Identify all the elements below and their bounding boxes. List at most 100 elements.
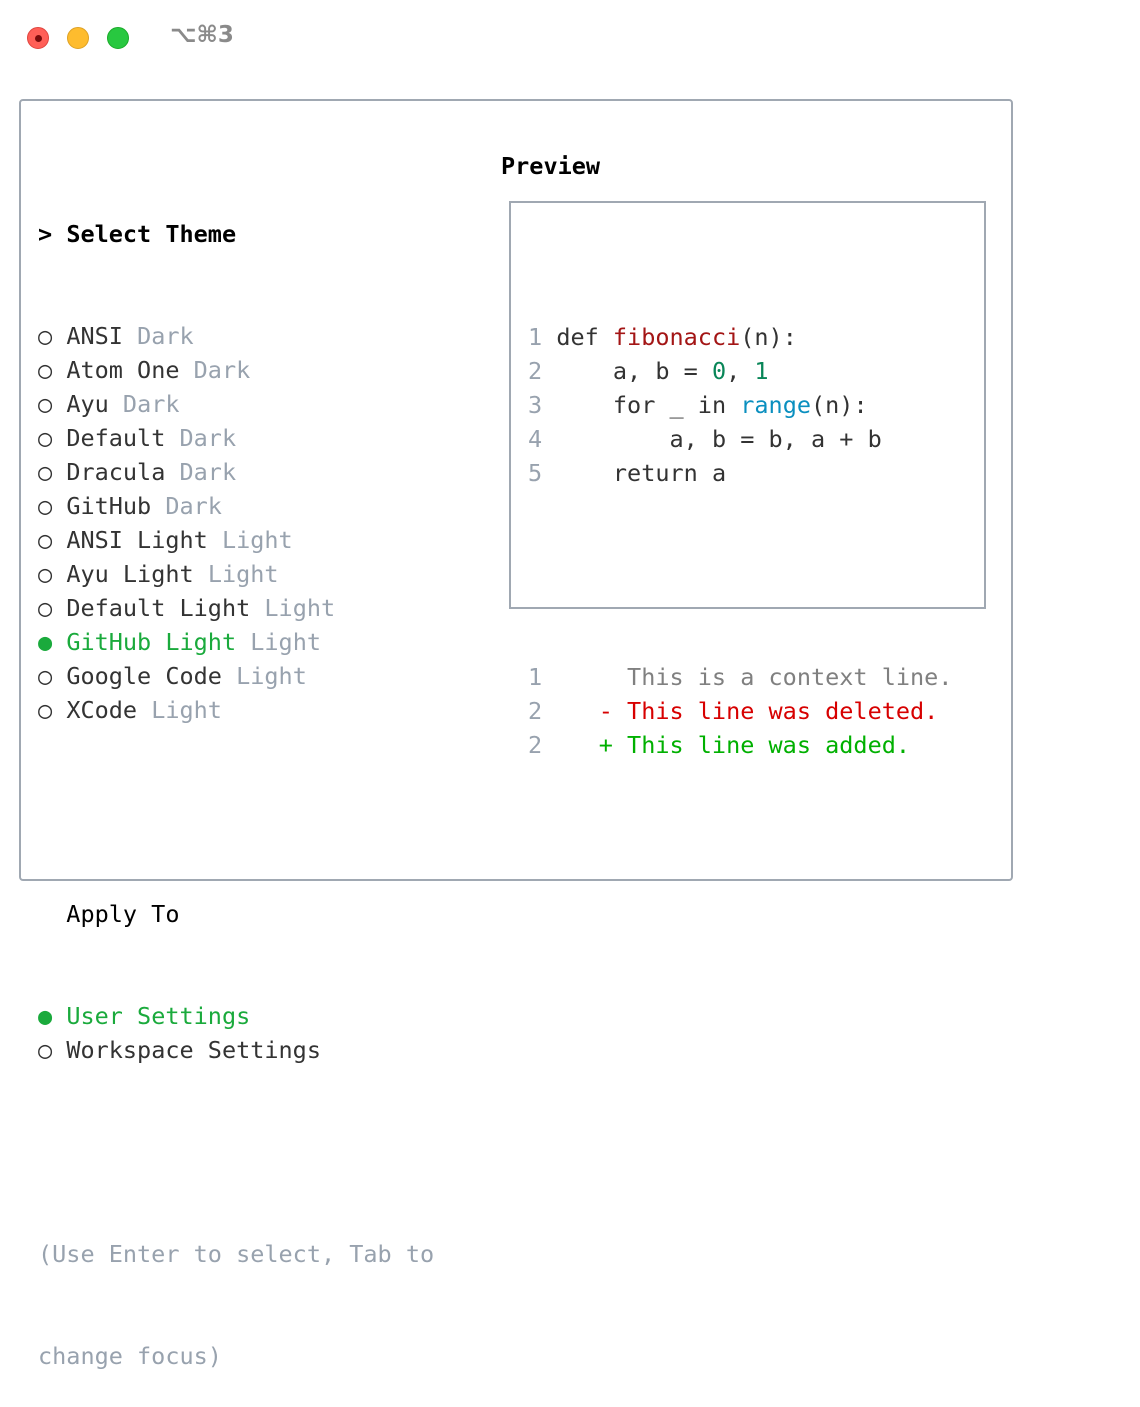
apply-option[interactable]: ● User Settings — [38, 999, 434, 1033]
theme-option[interactable]: ○ GitHub Dark — [38, 489, 434, 523]
diff-line: 1 This is a context line. — [528, 660, 984, 694]
theme-option[interactable]: ○ XCode Light — [38, 693, 434, 727]
close-button[interactable] — [27, 27, 49, 49]
theme-name: Dracula — [66, 458, 166, 486]
apply-option[interactable]: ○ Workspace Settings — [38, 1033, 434, 1067]
radio-selected-icon: ● — [38, 628, 53, 656]
theme-option[interactable]: ○ Atom One Dark — [38, 353, 434, 387]
diff-line: 2 + This line was added. — [528, 728, 984, 762]
code-token: range — [740, 391, 811, 419]
radio-unselected-icon: ○ — [38, 1036, 53, 1064]
radio-unselected-icon: ○ — [38, 356, 53, 384]
radio-unselected-icon: ○ — [38, 662, 53, 690]
theme-variant: Light — [221, 526, 293, 554]
theme-variant: Light — [151, 696, 222, 724]
apply-to-list: ● User Settings ○ Workspace Settings — [38, 999, 434, 1067]
diff-preview: 1 This is a context line. 2 - This line w… — [528, 660, 984, 762]
radio-unselected-icon: ○ — [38, 424, 53, 452]
line-number: 5 — [528, 459, 543, 487]
code-token: 0 — [711, 357, 727, 385]
theme-option[interactable]: ● GitHub Light Light — [38, 625, 434, 659]
theme-option[interactable]: ○ Default Light Light — [38, 591, 434, 625]
code-token: for _ in — [556, 391, 741, 419]
code-token: , — [726, 357, 755, 385]
window-shortcut: ⌥⌘3 — [170, 22, 234, 48]
theme-variant: Dark — [179, 424, 237, 452]
theme-variant: Dark — [193, 356, 251, 384]
theme-option[interactable]: ○ Dracula Dark — [38, 455, 434, 489]
theme-variant: Light — [207, 560, 279, 588]
apply-option-label: User Settings — [66, 1002, 251, 1030]
theme-name: Ayu Light — [66, 560, 194, 588]
theme-name: GitHub Light — [66, 628, 237, 656]
code-token: a, b = b, a + b — [556, 425, 882, 453]
theme-name: Default Light — [66, 594, 251, 622]
theme-variant: Light — [250, 628, 321, 656]
code-line: 3 for _ in range(n): — [528, 388, 984, 422]
line-number: 1 — [528, 663, 543, 691]
apply-to-heading: Apply To — [38, 897, 434, 931]
help-text-line: change focus) — [38, 1342, 222, 1370]
diff-marker — [542, 663, 627, 691]
diff-marker: + — [542, 731, 628, 759]
line-number: 2 — [528, 357, 543, 385]
theme-variant: Dark — [137, 322, 194, 350]
theme-name: ANSI — [66, 322, 123, 350]
theme-variant: Dark — [122, 390, 180, 418]
radio-unselected-icon: ○ — [38, 594, 53, 622]
radio-selected-icon: ● — [38, 1002, 53, 1030]
theme-selector: > Select Theme ○ ANSI Dark ○ Atom One Dar… — [38, 149, 434, 1407]
radio-unselected-icon: ○ — [38, 696, 53, 724]
code-token: fibonacci — [612, 323, 741, 351]
diff-text: This line was added. — [627, 731, 911, 759]
minimize-button[interactable] — [67, 27, 89, 49]
code-token: a, b = — [556, 357, 712, 385]
preview-title: Preview — [501, 152, 601, 180]
radio-unselected-icon: ○ — [38, 458, 53, 486]
code-token: def — [556, 323, 613, 351]
theme-option[interactable]: ○ Ayu Light Light — [38, 557, 434, 591]
select-theme-heading: > Select Theme — [38, 217, 434, 251]
line-number: 4 — [528, 425, 543, 453]
theme-variant: Light — [236, 662, 307, 690]
theme-option[interactable]: ○ Google Code Light — [38, 659, 434, 693]
close-icon — [35, 35, 42, 42]
theme-variant: Dark — [165, 492, 222, 520]
radio-unselected-icon: ○ — [38, 560, 53, 588]
theme-name: Default — [66, 424, 166, 452]
line-number: 3 — [528, 391, 543, 419]
zoom-button[interactable] — [107, 27, 129, 49]
radio-unselected-icon: ○ — [38, 390, 53, 418]
diff-marker: - — [542, 697, 628, 725]
theme-option[interactable]: ○ ANSI Light Light — [38, 523, 434, 557]
radio-unselected-icon: ○ — [38, 526, 53, 554]
code-token: 1 — [754, 357, 769, 385]
theme-dialog — [19, 99, 1013, 881]
select-theme-title: Select Theme — [66, 220, 237, 248]
code-line: 5 return a — [528, 456, 984, 490]
radio-unselected-icon: ○ — [38, 322, 53, 350]
theme-option[interactable]: ○ Default Dark — [38, 421, 434, 455]
theme-name: Google Code — [66, 662, 222, 690]
help-text-line: (Use Enter to select, Tab to — [38, 1240, 435, 1268]
code-token: return a — [556, 459, 727, 487]
theme-variant: Light — [264, 594, 336, 622]
code-token: (n): — [740, 323, 797, 351]
theme-option[interactable]: ○ ANSI Dark — [38, 319, 434, 353]
theme-variant: Dark — [179, 458, 237, 486]
diff-text: This is a context line. — [627, 663, 953, 691]
apply-to-title: Apply To — [66, 900, 180, 928]
line-number: 2 — [528, 731, 543, 759]
apply-option-label: Workspace Settings — [66, 1036, 321, 1064]
code-line: 4 a, b = b, a + b — [528, 422, 984, 456]
line-number: 1 — [528, 323, 543, 351]
line-number: 2 — [528, 697, 543, 725]
code-token: (n): — [811, 391, 868, 419]
theme-option[interactable]: ○ Ayu Dark — [38, 387, 434, 421]
radio-unselected-icon: ○ — [38, 492, 53, 520]
diff-text: This line was deleted. — [627, 697, 939, 725]
prompt-indicator: > — [38, 220, 53, 248]
theme-name: XCode — [66, 696, 138, 724]
